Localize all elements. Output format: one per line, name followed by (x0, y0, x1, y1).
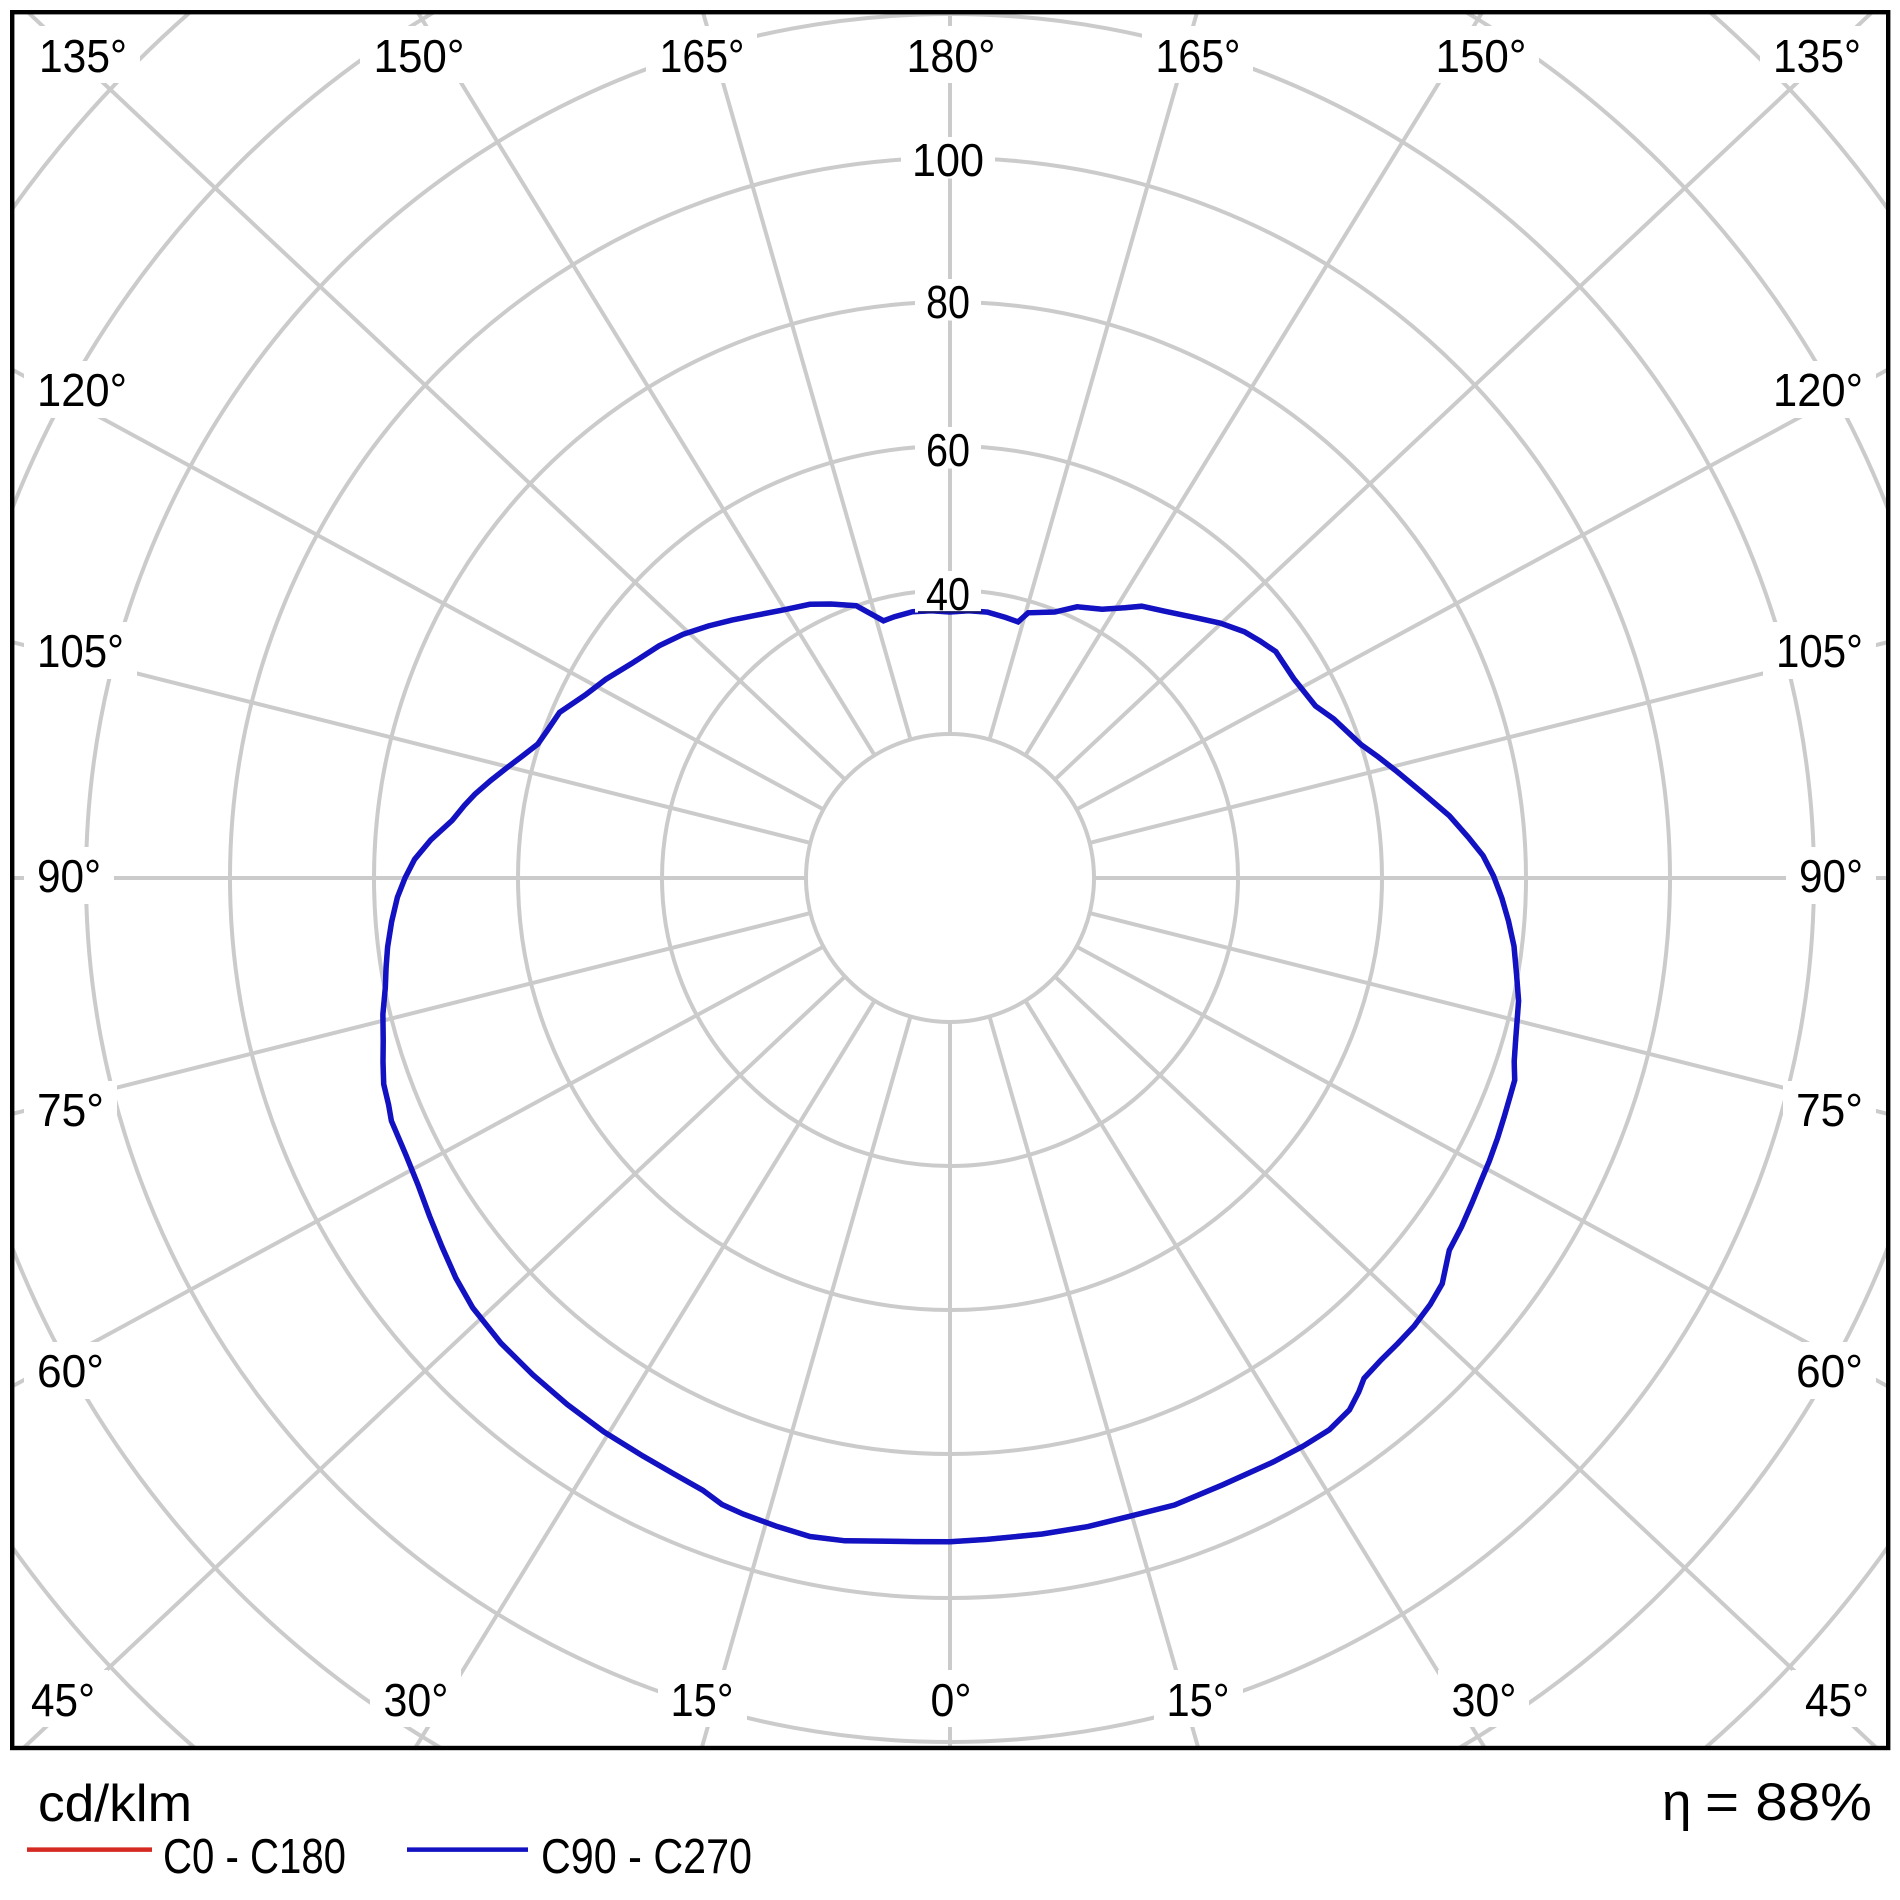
svg-text:100: 100 (912, 134, 984, 186)
svg-text:60: 60 (926, 424, 970, 476)
svg-text:= 88%: = 88% (1705, 1773, 1872, 1832)
svg-text:165°: 165° (1156, 30, 1241, 82)
svg-text:75°: 75° (37, 1084, 104, 1136)
svg-text:105°: 105° (1776, 625, 1863, 677)
svg-text:45°: 45° (31, 1674, 95, 1726)
svg-text:η: η (1662, 1773, 1691, 1832)
svg-text:90°: 90° (37, 850, 101, 902)
svg-text:165°: 165° (660, 30, 745, 82)
svg-text:150°: 150° (1436, 30, 1527, 82)
svg-text:cd/klm: cd/klm (38, 1775, 192, 1833)
svg-text:0°: 0° (931, 1674, 972, 1726)
svg-text:120°: 120° (37, 364, 127, 416)
svg-text:75°: 75° (1796, 1084, 1863, 1136)
svg-text:60°: 60° (1796, 1345, 1863, 1397)
svg-text:150°: 150° (374, 30, 465, 82)
svg-text:80: 80 (926, 276, 970, 328)
svg-text:15°: 15° (1167, 1674, 1230, 1726)
svg-text:135°: 135° (1773, 30, 1861, 82)
svg-text:30°: 30° (1452, 1674, 1517, 1726)
svg-text:90°: 90° (1799, 850, 1863, 902)
svg-text:180°: 180° (907, 30, 996, 82)
svg-text:120°: 120° (1773, 364, 1863, 416)
svg-text:45°: 45° (1805, 1674, 1869, 1726)
svg-text:C0 - C180: C0 - C180 (163, 1830, 346, 1884)
svg-text:C90 - C270: C90 - C270 (541, 1830, 752, 1884)
svg-text:60°: 60° (37, 1345, 104, 1397)
svg-text:135°: 135° (39, 30, 127, 82)
svg-text:105°: 105° (37, 625, 124, 677)
svg-text:15°: 15° (671, 1674, 734, 1726)
svg-text:40: 40 (926, 568, 970, 620)
svg-text:30°: 30° (384, 1674, 449, 1726)
